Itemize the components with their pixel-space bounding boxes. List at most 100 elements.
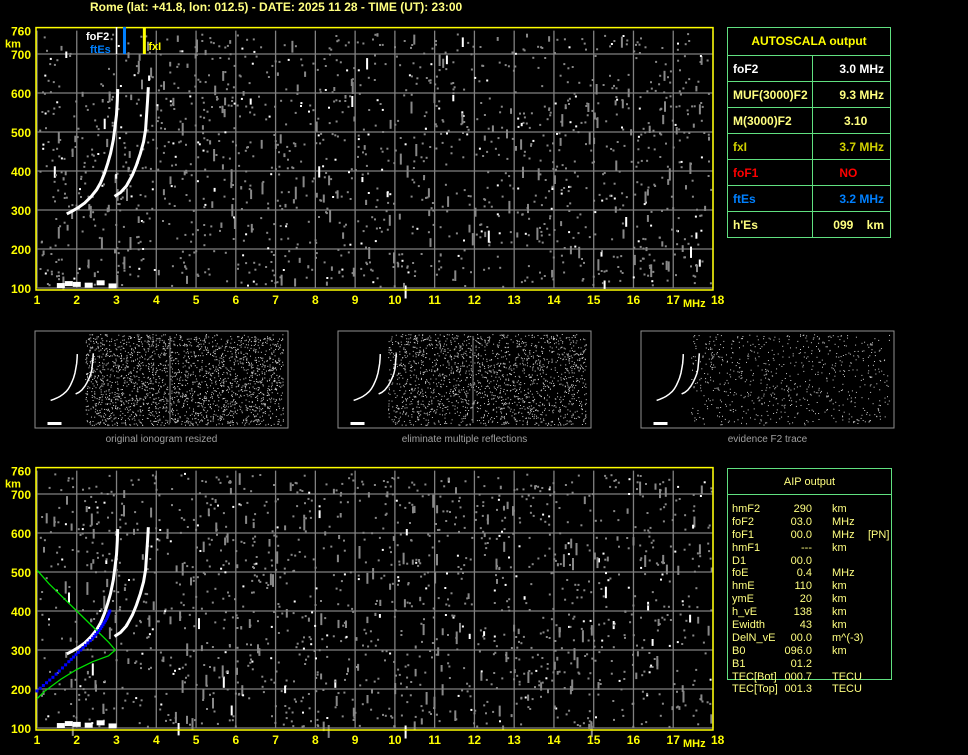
noise-dot <box>78 192 81 195</box>
noise-dot <box>478 80 481 83</box>
noise-dot <box>523 112 525 115</box>
noise-dot <box>300 58 303 61</box>
noise-dot <box>263 393 264 395</box>
noise-dot <box>626 39 629 42</box>
noise-dot <box>397 576 400 579</box>
noise-dot <box>65 196 68 199</box>
noise-dot <box>578 246 581 259</box>
noise-dot <box>251 660 254 663</box>
noise-dot <box>622 229 625 239</box>
noise-dot <box>151 76 154 79</box>
noise-dot <box>269 339 271 341</box>
noise-dot <box>666 207 669 210</box>
noise-dot <box>123 153 126 156</box>
noise-dot <box>174 386 175 388</box>
x-tick-label: 7 <box>272 293 279 307</box>
noise-dot <box>199 80 202 83</box>
noise-dot <box>604 34 607 37</box>
noise-dot <box>106 493 109 495</box>
noise-dot <box>503 633 506 636</box>
noise-dot <box>147 348 149 350</box>
noise-dot <box>140 220 143 222</box>
noise-dot <box>89 351 91 353</box>
noise-dot <box>178 363 180 365</box>
noise-dot <box>167 345 169 347</box>
noise-dot <box>249 379 251 381</box>
noise-dot <box>615 96 618 98</box>
noise-dot <box>706 701 709 704</box>
noise-dot <box>211 57 214 60</box>
noise-dot <box>442 120 445 123</box>
noise-dot <box>281 366 282 367</box>
noise-dot <box>133 411 135 413</box>
noise-dot <box>431 642 434 644</box>
noise-dot <box>85 397 87 398</box>
noise-dot <box>553 705 556 709</box>
noise-dot <box>505 651 508 663</box>
noise-dot <box>541 657 544 659</box>
noise-dot <box>537 168 540 181</box>
noise-dot <box>187 371 189 373</box>
noise-dot <box>151 355 153 357</box>
noise-dot <box>222 379 224 381</box>
noise-dot <box>100 372 102 374</box>
noise-dot <box>91 541 94 544</box>
noise-dot <box>179 583 181 586</box>
noise-dot <box>408 602 411 605</box>
noise-dot <box>413 181 416 184</box>
noise-dot <box>285 711 288 714</box>
noise-dot <box>282 364 284 366</box>
noise-dot <box>470 271 472 274</box>
noise-dot <box>85 698 87 701</box>
noise-dot <box>173 402 175 404</box>
noise-dot <box>374 54 376 57</box>
noise-dot <box>644 238 647 241</box>
noise-dot <box>144 166 147 169</box>
noise-dot <box>153 482 156 485</box>
noise-dot <box>179 336 181 338</box>
noise-dot <box>265 350 267 352</box>
noise-dot <box>118 377 120 379</box>
noise-dot <box>643 670 646 673</box>
noise-dot <box>138 54 141 61</box>
noise-dot <box>372 281 375 284</box>
noise-dot <box>203 664 206 666</box>
noise-dot <box>165 419 167 421</box>
noise-dot <box>160 703 163 706</box>
noise-dot <box>126 649 129 652</box>
noise-dot <box>146 382 148 383</box>
noise-dot <box>282 420 284 422</box>
noise-dot <box>91 655 94 658</box>
noise-dot <box>164 354 166 356</box>
noise-dot <box>679 69 681 72</box>
noise-dot <box>281 385 283 387</box>
noise-dot <box>194 355 196 356</box>
noise-dot <box>215 368 217 370</box>
noise-dot <box>158 385 159 387</box>
noise-dot <box>243 334 245 336</box>
noise-dot <box>447 196 450 207</box>
noise-dot <box>102 362 103 364</box>
noise-dot <box>163 393 165 395</box>
noise-dot <box>96 523 99 525</box>
noise-dot <box>604 474 607 477</box>
noise-dot <box>225 343 227 345</box>
noise-dot <box>485 722 488 725</box>
noise-dot <box>119 526 122 529</box>
noise-dot <box>261 400 263 402</box>
noise-dot <box>330 266 333 271</box>
noise-dot <box>204 375 206 377</box>
noise-dot <box>184 681 186 684</box>
noise-dot <box>95 408 97 410</box>
noise-dot <box>527 694 530 701</box>
noise-dot <box>125 361 127 363</box>
noise-dot <box>509 566 512 569</box>
noise-dot <box>498 61 501 64</box>
noise-dot <box>285 123 288 126</box>
noise-dot <box>600 270 603 272</box>
noise-dot <box>87 388 89 389</box>
noise-dot <box>229 371 231 372</box>
noise-dot <box>386 191 389 198</box>
noise-dot <box>484 542 487 545</box>
noise-dot <box>178 509 181 511</box>
